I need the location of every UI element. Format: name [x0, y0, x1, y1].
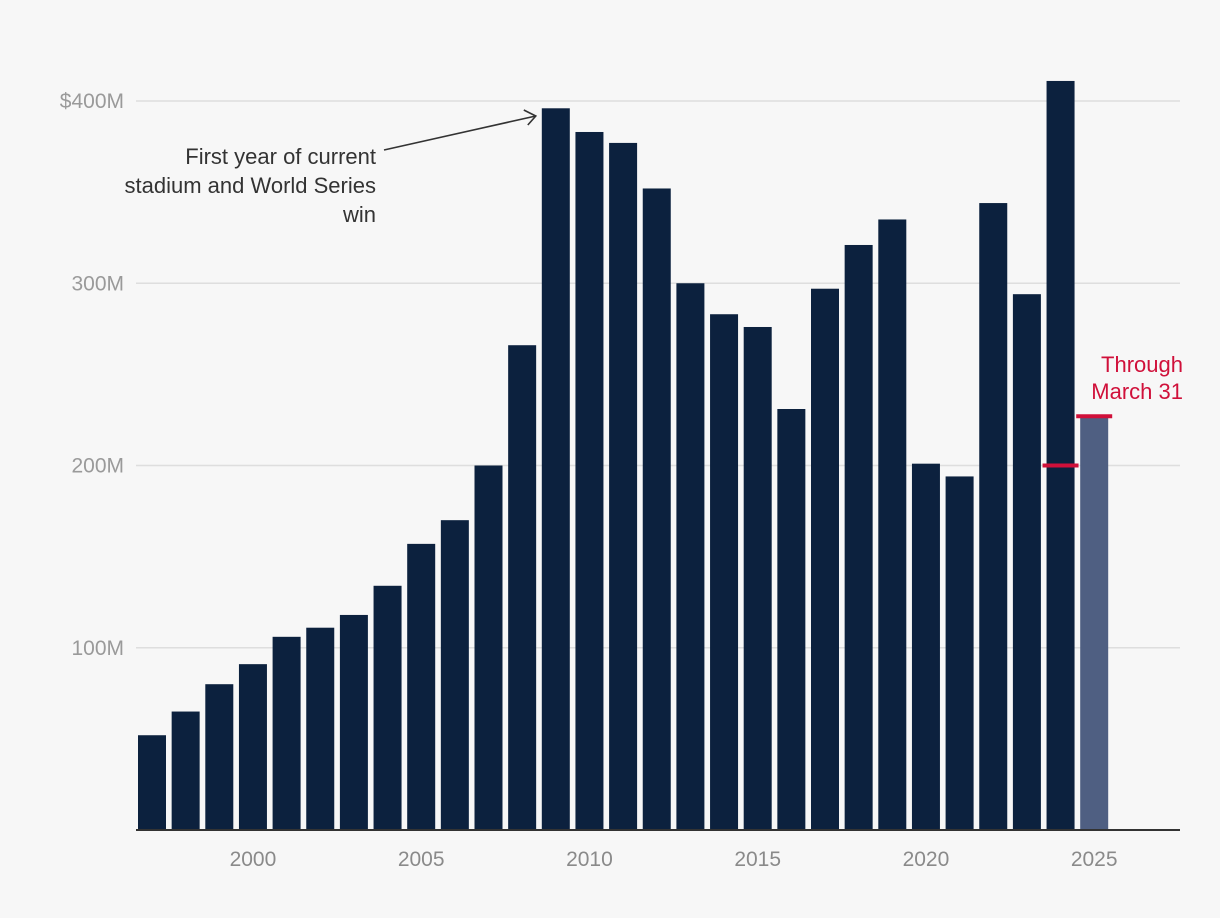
bar-2009	[541, 108, 570, 831]
bar-2017	[811, 288, 839, 830]
x-tick-label: 2010	[566, 848, 613, 871]
y-tick-label: 200M	[71, 455, 124, 478]
marker-lines	[1042, 414, 1113, 468]
bar-1998	[171, 711, 200, 830]
bar-2013	[676, 283, 705, 830]
bar-2008	[508, 345, 537, 830]
annotation-arrow	[383, 115, 536, 151]
bar-2019	[878, 219, 907, 830]
bar-2005	[407, 543, 436, 830]
bar-2010	[575, 131, 604, 831]
x-tick-label: 2005	[398, 848, 445, 871]
annotation-arrow-head	[523, 109, 538, 126]
x-tick-label: 2015	[734, 848, 781, 871]
annotation-through-march-line: Through	[1101, 352, 1183, 377]
bar-2011	[609, 142, 638, 831]
bar-2002	[306, 627, 335, 830]
bar-2001	[272, 636, 301, 830]
bar-2006	[440, 520, 469, 830]
bar-2007	[474, 465, 503, 830]
annotation-stadium-line: First year of current	[185, 144, 376, 169]
bar-2025	[1080, 416, 1109, 830]
bar-2014	[710, 314, 739, 830]
y-tick-label: $400M	[60, 90, 124, 113]
x-tick-label: 2000	[230, 848, 277, 871]
annotation-stadium-line: stadium and World Series	[125, 173, 377, 198]
y-tick-label: 300M	[71, 272, 124, 295]
bar-2020	[911, 463, 940, 830]
bar-2018	[844, 244, 873, 831]
bar-2021	[945, 476, 974, 830]
bar-1999	[205, 684, 234, 830]
x-axis-ticks: 2000 2005 2010 2015 2020 2025	[230, 848, 1118, 871]
bar-2024	[1046, 80, 1075, 830]
bars	[138, 80, 1109, 831]
bar-2023	[1012, 294, 1041, 830]
y-axis-ticks: 100M 200M 300M $400M	[60, 90, 124, 660]
bar-2016	[777, 409, 806, 830]
bar-1997	[138, 735, 166, 830]
annotation-through-march-line: March 31	[1091, 379, 1183, 404]
bar-2012	[642, 188, 671, 831]
bar-2004	[373, 585, 402, 830]
annotation-stadium-line: win	[342, 202, 376, 227]
x-tick-label: 2020	[903, 848, 950, 871]
x-tick-label: 2025	[1071, 848, 1118, 871]
bar-2015	[743, 326, 772, 830]
bar-2000	[238, 664, 267, 830]
bar-2022	[979, 203, 1008, 830]
y-tick-label: 100M	[71, 637, 124, 660]
bar-2003	[339, 614, 368, 830]
annotations: First year of current stadium and World S…	[125, 109, 1183, 404]
